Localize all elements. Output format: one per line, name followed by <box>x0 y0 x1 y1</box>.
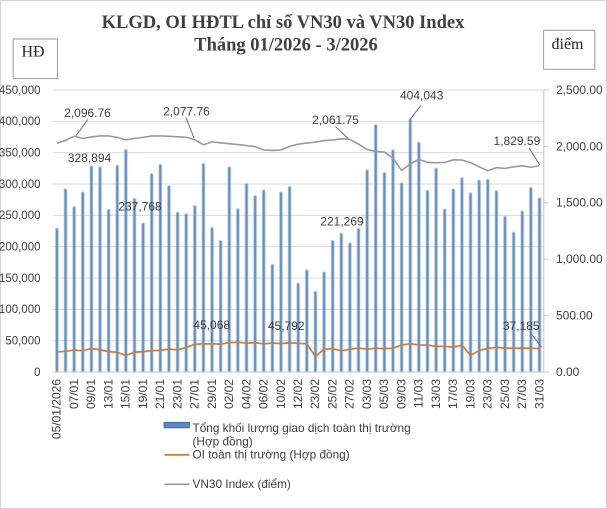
svg-text:02/02: 02/02 <box>222 379 236 409</box>
svg-text:03/03: 03/03 <box>360 379 374 409</box>
svg-text:04/02: 04/02 <box>239 379 253 409</box>
svg-text:45,792: 45,792 <box>268 319 305 333</box>
svg-text:150,000: 150,000 <box>0 273 41 285</box>
svg-text:điểm: điểm <box>552 36 585 53</box>
svg-text:12/02: 12/02 <box>291 379 305 409</box>
svg-text:23/02: 23/02 <box>308 379 322 409</box>
svg-text:05/03: 05/03 <box>377 379 391 409</box>
svg-text:50,000: 50,000 <box>5 335 40 347</box>
svg-text:VN30 Index (điểm): VN30 Index (điểm) <box>193 477 291 491</box>
svg-text:29/01: 29/01 <box>205 379 219 409</box>
svg-text:27/01: 27/01 <box>188 379 202 409</box>
svg-text:06/02: 06/02 <box>257 379 271 409</box>
svg-text:09/03: 09/03 <box>394 379 408 409</box>
svg-text:21/01: 21/01 <box>153 379 167 409</box>
svg-text:13/03: 13/03 <box>429 379 443 409</box>
svg-text:09/01: 09/01 <box>84 379 98 409</box>
svg-text:2,061.75: 2,061.75 <box>312 113 359 127</box>
svg-text:HĐ: HĐ <box>21 44 44 61</box>
svg-text:250,000: 250,000 <box>0 210 41 222</box>
svg-text:10/02: 10/02 <box>274 379 288 409</box>
svg-text:25/03: 25/03 <box>498 379 512 409</box>
svg-text:05/01/2026: 05/01/2026 <box>50 379 64 439</box>
svg-text:Tháng 01/2026 - 3/2026: Tháng 01/2026 - 3/2026 <box>194 36 377 56</box>
svg-text:11/03: 11/03 <box>412 379 426 408</box>
svg-text:13/01: 13/01 <box>101 379 115 409</box>
svg-text:2,500.00: 2,500.00 <box>556 83 603 97</box>
svg-text:200,000: 200,000 <box>0 241 41 253</box>
svg-text:2,077.76: 2,077.76 <box>163 104 210 118</box>
svg-text:37,185: 37,185 <box>503 319 540 333</box>
svg-text:300,000: 300,000 <box>0 179 41 191</box>
svg-text:1,829.59: 1,829.59 <box>494 134 541 148</box>
svg-text:1,000.00: 1,000.00 <box>556 252 603 266</box>
svg-text:328,894: 328,894 <box>68 151 112 165</box>
svg-text:07/01: 07/01 <box>67 379 81 409</box>
svg-text:25/02: 25/02 <box>325 379 339 409</box>
svg-text:2,096.76: 2,096.76 <box>64 106 111 120</box>
svg-text:23/01: 23/01 <box>170 379 184 409</box>
svg-text:15/01: 15/01 <box>119 379 133 409</box>
svg-text:100,000: 100,000 <box>0 304 41 316</box>
svg-text:237,768: 237,768 <box>118 200 162 214</box>
svg-text:23/03: 23/03 <box>481 379 495 409</box>
svg-text:45,068: 45,068 <box>193 318 230 332</box>
svg-text:31/03: 31/03 <box>532 379 546 409</box>
svg-text:(Hợp đồng): (Hợp đồng) <box>193 434 253 448</box>
svg-text:17/03: 17/03 <box>446 379 460 409</box>
svg-text:Tổng khối lượng giao dịch toàn: Tổng khối lượng giao dịch toàn thị trườn… <box>193 421 411 435</box>
svg-text:OI toàn thị trường (Hợp đồng): OI toàn thị trường (Hợp đồng) <box>193 448 350 462</box>
svg-text:221,269: 221,269 <box>320 215 364 229</box>
svg-text:500.00: 500.00 <box>556 309 593 323</box>
svg-text:450,000: 450,000 <box>0 85 41 97</box>
svg-text:19/01: 19/01 <box>136 379 150 409</box>
svg-text:400,000: 400,000 <box>0 116 41 128</box>
svg-text:27/03: 27/03 <box>515 379 529 409</box>
svg-text:1,500.00: 1,500.00 <box>556 196 603 210</box>
svg-text:0.00: 0.00 <box>556 365 580 379</box>
svg-text:0: 0 <box>34 367 40 379</box>
svg-text:2,000.00: 2,000.00 <box>556 139 603 153</box>
svg-text:27/02: 27/02 <box>343 379 357 409</box>
svg-text:350,000: 350,000 <box>0 147 41 159</box>
svg-text:19/03: 19/03 <box>463 379 477 409</box>
svg-text:404,043: 404,043 <box>400 89 444 103</box>
svg-text:KLGD, OI HĐTL chỉ số VN30 và V: KLGD, OI HĐTL chỉ số VN30 và VN30 Index <box>102 13 465 33</box>
